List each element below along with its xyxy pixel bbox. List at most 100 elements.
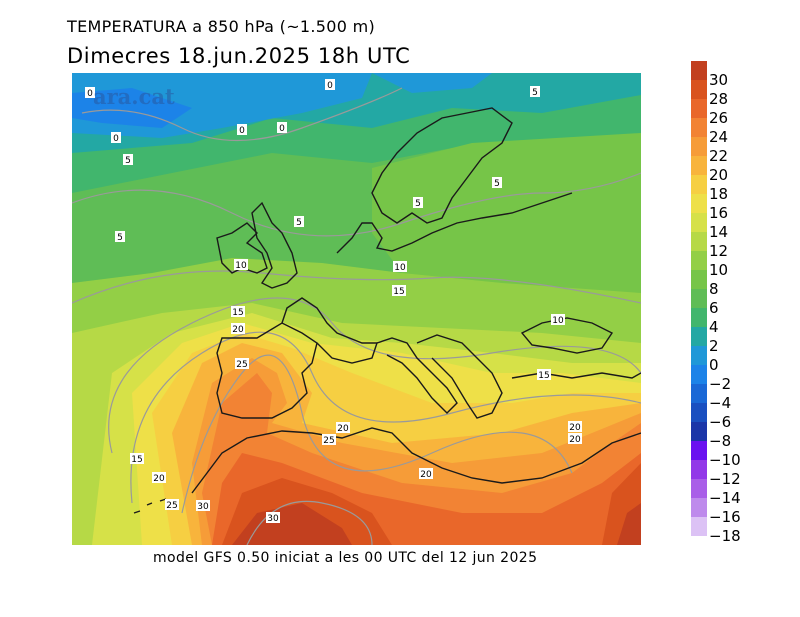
- colorbar-swatch: [691, 498, 707, 517]
- colorbar-swatch: [691, 365, 707, 384]
- map-date: Dimecres 18.jun.2025 18h UTC: [67, 44, 411, 68]
- svg-text:30: 30: [267, 514, 279, 524]
- colorbar-swatch: [691, 289, 707, 308]
- colorbar-swatch: [691, 194, 707, 213]
- colorbar-swatch: [691, 156, 707, 175]
- contour-label: 10: [551, 314, 565, 326]
- field-30: [232, 503, 352, 545]
- coast-italy: [376, 337, 458, 414]
- isotherm-10: [72, 270, 641, 304]
- map-title: TEMPERATURA a 850 hPa (~1.500 m): [67, 17, 376, 36]
- colorbar-tick-label: 16: [709, 204, 729, 222]
- svg-text:15: 15: [131, 455, 142, 465]
- svg-text:25: 25: [323, 436, 334, 446]
- colorbar-tick-label: 28: [709, 90, 729, 108]
- contour-label: 0: [85, 87, 95, 99]
- colorbar-tick-label: 6: [709, 299, 719, 317]
- watermark-logo: ara.cat: [93, 84, 175, 109]
- colorbar-swatch: [691, 479, 707, 498]
- svg-text:10: 10: [394, 263, 406, 273]
- colorbar-swatch: [691, 137, 707, 156]
- svg-text:5: 5: [117, 233, 123, 243]
- colorbar-tick-label: −16: [709, 508, 741, 526]
- colorbar-swatch: [691, 327, 707, 346]
- contour-labels: 0 0 0 0 0 5 5 5 5 5 5 10 10 10 15 15 15 …: [85, 79, 582, 524]
- temperature-map: 0 0 0 0 0 5 5 5 5 5 5 10 10 10 15 15 15 …: [72, 73, 641, 545]
- contour-label: 10: [393, 261, 407, 273]
- colorbar-tick-label: 14: [709, 223, 729, 241]
- contour-label: 20: [231, 323, 245, 335]
- contour-label: 20: [152, 472, 166, 484]
- svg-text:20: 20: [420, 470, 432, 480]
- coast-great-britain: [251, 201, 298, 289]
- colorbar-tick-label: −12: [709, 470, 741, 488]
- contour-label: 20: [568, 433, 582, 445]
- field-neg2: [72, 88, 192, 128]
- colorbar-swatch: [691, 384, 707, 403]
- colorbar-tick-label: 12: [709, 242, 729, 260]
- colorbar-tick-label: 24: [709, 128, 729, 146]
- colorbar-swatch: [691, 118, 707, 137]
- coast-scandinavia: [371, 107, 513, 224]
- svg-text:15: 15: [232, 308, 243, 318]
- colorbar: [691, 61, 707, 536]
- contour-label: 25: [165, 499, 179, 511]
- svg-text:20: 20: [153, 474, 165, 484]
- svg-text:20: 20: [232, 325, 244, 335]
- colorbar-swatch: [691, 213, 707, 232]
- coast-canaries: [133, 498, 177, 514]
- isotherm-15: [108, 297, 641, 454]
- contour-label: 5: [123, 154, 133, 166]
- colorbar-tick-label: −6: [709, 413, 732, 431]
- coast-france: [281, 297, 378, 364]
- model-run-caption: model GFS 0.50 iniciat a les 00 UTC del …: [153, 550, 538, 566]
- svg-text:0: 0: [327, 81, 333, 91]
- svg-text:20: 20: [337, 424, 349, 434]
- coast-north-africa: [191, 427, 641, 494]
- colorbar-swatch: [691, 99, 707, 118]
- contour-label: 5: [492, 177, 502, 189]
- colorbar-swatch: [691, 346, 707, 365]
- colorbar-tick-label: 26: [709, 109, 729, 127]
- svg-text:0: 0: [87, 89, 93, 99]
- contour-label: 0: [277, 122, 287, 134]
- contour-label: 25: [235, 358, 249, 370]
- colorbar-swatch: [691, 460, 707, 479]
- contour-label: 0: [325, 79, 335, 91]
- coast-iberia: [216, 322, 318, 419]
- contour-label: 15: [537, 369, 551, 381]
- contour-label: 10: [234, 259, 248, 271]
- colorbar-swatch: [691, 270, 707, 289]
- svg-text:5: 5: [494, 179, 500, 189]
- isotherm-5: [72, 172, 641, 237]
- colorbar-swatch: [691, 61, 707, 80]
- contour-label: 5: [413, 197, 423, 209]
- field-30b: [617, 503, 641, 545]
- svg-text:15: 15: [538, 371, 549, 381]
- svg-text:0: 0: [279, 124, 285, 134]
- colorbar-tick-label: −2: [709, 375, 732, 393]
- svg-text:0: 0: [113, 134, 119, 144]
- contour-label: 0: [111, 132, 121, 144]
- colorbar-tick-label: 2: [709, 337, 719, 355]
- colorbar-swatch: [691, 232, 707, 251]
- svg-text:0: 0: [239, 126, 245, 136]
- field-8: [372, 133, 641, 313]
- svg-text:15: 15: [393, 287, 404, 297]
- contour-label: 25: [322, 434, 336, 446]
- colorbar-tick-label: 18: [709, 185, 729, 203]
- colorbar-swatch: [691, 403, 707, 422]
- colorbar-tick-label: −18: [709, 527, 741, 545]
- colorbar-tick-label: 0: [709, 356, 719, 374]
- svg-text:20: 20: [569, 435, 581, 445]
- colorbar-tick-label: −10: [709, 451, 741, 469]
- svg-text:30: 30: [197, 502, 209, 512]
- colorbar-swatch: [691, 517, 707, 536]
- contour-label: 20: [336, 422, 350, 434]
- svg-text:20: 20: [569, 423, 581, 433]
- contour-label: 30: [266, 512, 280, 524]
- contour-label: 15: [392, 285, 406, 297]
- colorbar-tick-label: 30: [709, 71, 729, 89]
- colorbar-swatch: [691, 251, 707, 270]
- colorbar-tick-label: −4: [709, 394, 732, 412]
